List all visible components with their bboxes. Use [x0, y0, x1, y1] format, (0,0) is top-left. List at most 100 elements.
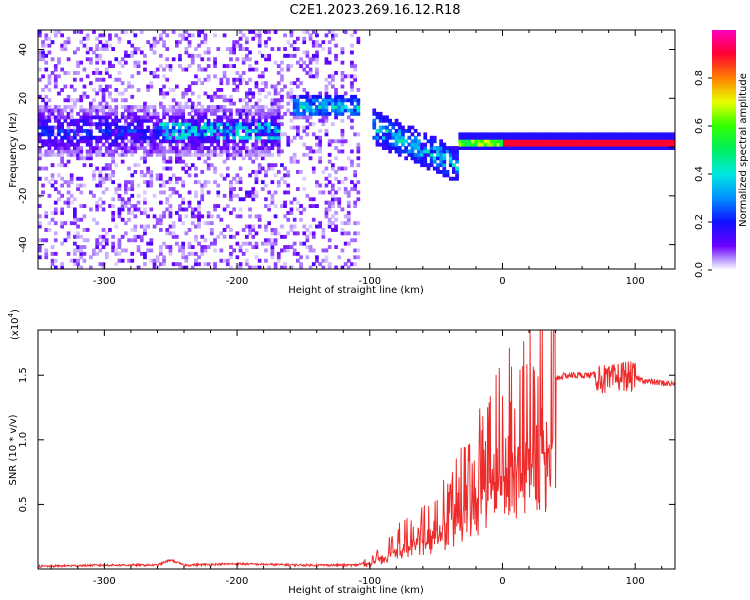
spectrogram-cell	[280, 132, 284, 137]
spectrogram-cell	[241, 47, 246, 51]
spectrogram-cell	[203, 152, 208, 157]
spectrogram-cell	[321, 248, 326, 253]
spectrogram-cell	[324, 91, 329, 96]
spectrogram-cell	[235, 77, 240, 82]
spectrogram-cell	[50, 115, 55, 120]
spectrogram-cell	[38, 149, 42, 154]
spectrogram-cell	[442, 156, 447, 161]
spectrogram-cell	[159, 64, 163, 68]
spectrogram-cell	[57, 111, 61, 116]
spectrogram-cell	[241, 156, 246, 161]
spectrogram-cell	[168, 248, 173, 253]
spectrogram-cell	[276, 81, 281, 86]
spectrogram-cell	[538, 135, 542, 140]
spectrogram-cell	[139, 108, 144, 113]
spectrogram-cell	[273, 60, 278, 65]
spectrogram-cell	[318, 43, 322, 48]
spectrogram-cell	[353, 30, 357, 34]
spectrogram-cell	[222, 228, 227, 232]
spectrogram-cell	[311, 149, 316, 154]
spectrogram-cell	[276, 255, 281, 260]
spectrogram-cell	[190, 81, 195, 86]
spectrogram-cell	[305, 115, 310, 120]
spectrogram-cell	[73, 105, 77, 109]
spectrogram-cell	[200, 149, 205, 154]
spectrogram-cell	[89, 81, 93, 86]
spectrogram-cell	[270, 84, 275, 89]
spectrogram-cell	[324, 57, 329, 62]
spectrogram-cell	[235, 214, 240, 219]
spectrogram-cell	[63, 238, 68, 243]
spectrogram-cell	[608, 135, 612, 140]
spectrogram-cell	[197, 152, 201, 157]
spectrogram-cell	[98, 173, 103, 178]
spectrogram-cell	[124, 132, 128, 137]
spectrogram-cell	[168, 132, 173, 137]
spectrogram-cell	[178, 214, 182, 219]
spectrogram-cell	[337, 166, 342, 171]
spectrogram-cell	[200, 146, 205, 150]
spectrogram-cell	[267, 122, 271, 127]
spectrogram-cell	[210, 139, 214, 144]
spectrogram-cell	[127, 139, 131, 144]
spectrogram-cell	[82, 43, 87, 48]
spectrogram-cell	[420, 142, 424, 147]
spectrogram-cell	[194, 74, 198, 79]
spectrogram-cell	[241, 105, 246, 109]
spectrogram-cell	[124, 98, 128, 103]
spectrogram-cell	[353, 183, 357, 188]
spectrogram-cell	[85, 228, 90, 232]
spectrogram-cell	[136, 108, 141, 113]
spectrogram-cell	[165, 132, 170, 137]
spectrogram-cell	[101, 94, 106, 99]
spectrogram-cell	[401, 149, 405, 154]
spectrogram-cell	[432, 135, 437, 140]
spectrogram-cell	[79, 135, 84, 140]
spectrogram-cell	[640, 135, 644, 140]
spectrogram-cell	[448, 156, 453, 161]
spectrogram-cell	[133, 139, 138, 144]
spectrogram-cell	[120, 30, 125, 34]
spectrogram-cell	[254, 173, 259, 178]
spectrogram-cell	[480, 142, 485, 147]
spectrogram-cell	[47, 98, 52, 103]
spectrogram-cell	[225, 166, 230, 171]
spectrogram-cell	[178, 152, 182, 157]
spectrogram-cell	[394, 129, 399, 133]
spectrogram-cell	[162, 94, 166, 99]
spectrogram-cell	[38, 204, 42, 208]
spectrogram-cell	[321, 101, 326, 106]
spectrogram-cell	[168, 118, 173, 123]
spectrogram-cell	[197, 135, 201, 140]
spectrogram-cell	[82, 238, 87, 243]
spectrogram-cell	[245, 135, 249, 140]
spectrogram-cell	[143, 255, 147, 260]
spectrogram-cell	[47, 149, 52, 154]
spectrogram-cell	[241, 71, 246, 75]
spectrogram-cell	[206, 118, 211, 123]
spectrogram-cell	[241, 77, 246, 82]
spectrogram-cell	[388, 135, 392, 140]
spectrogram-cell	[442, 173, 447, 178]
spectrogram-cell	[66, 135, 71, 140]
spectrogram-cell	[104, 84, 109, 89]
spectrogram-cell	[394, 142, 399, 147]
spectrogram-cell	[184, 255, 189, 260]
spectrogram-cell	[260, 81, 265, 86]
spectrogram-cell	[79, 248, 84, 253]
spectrogram-cell	[73, 101, 77, 106]
spectrogram-cell	[515, 135, 520, 140]
spectrogram-cell	[499, 132, 504, 137]
spectrogram-cell	[194, 180, 198, 185]
spectrogram-cell	[85, 118, 90, 123]
spectrogram-cell	[53, 207, 58, 212]
spectrogram-cell	[171, 108, 176, 113]
spectrogram-cell	[38, 105, 42, 109]
spectrogram-cell	[601, 139, 606, 144]
spectrogram-cell	[273, 190, 278, 195]
spectrogram-cell	[187, 64, 192, 68]
spectrogram-cell	[197, 132, 201, 137]
spectrogram-cell	[318, 111, 322, 116]
spectrogram-cell	[432, 146, 437, 150]
spectrogram-cell	[311, 197, 316, 202]
